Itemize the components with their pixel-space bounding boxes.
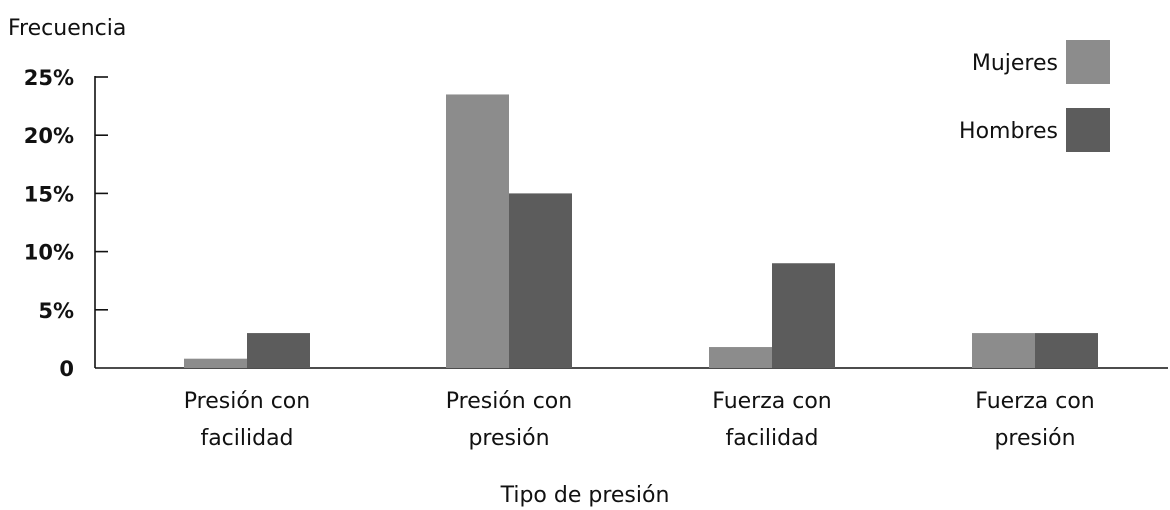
y-tick-label: 5% <box>38 299 74 323</box>
y-tick-label: 25% <box>24 66 74 90</box>
bar-mujeres-2 <box>709 347 772 368</box>
category-labels: Presión con facilidad Presión con presión Fu… <box>184 389 1095 451</box>
bar-hombres-3 <box>1035 333 1098 368</box>
category-label: Fuerza con <box>975 389 1095 414</box>
legend: Mujeres Hombres <box>959 40 1110 152</box>
y-tick-label: 0 <box>59 357 74 381</box>
bars <box>184 94 1098 369</box>
x-axis-label: Tipo de presión <box>500 483 670 508</box>
bar-hombres-1 <box>509 193 572 368</box>
legend-label-hombres: Hombres <box>959 119 1058 144</box>
legend-swatch-hombres <box>1066 108 1110 152</box>
category-label: facilidad <box>200 426 293 451</box>
category-label: Fuerza con <box>712 389 832 414</box>
bar-hombres-2 <box>772 263 835 368</box>
y-tick-label: 10% <box>24 241 74 265</box>
y-tick-label: 15% <box>24 182 74 206</box>
y-tick-label: 20% <box>24 124 74 148</box>
bar-mujeres-1 <box>446 94 509 369</box>
legend-swatch-mujeres <box>1066 40 1110 84</box>
bar-hombres-0 <box>247 333 310 368</box>
y-axis-label: Frecuencia <box>8 16 126 41</box>
category-label: presión <box>468 426 549 451</box>
legend-label-mujeres: Mujeres <box>972 51 1058 76</box>
category-label: facilidad <box>725 426 818 451</box>
bar-mujeres-3 <box>972 333 1035 368</box>
category-label: Presión con <box>184 389 310 414</box>
bar-mujeres-0 <box>184 358 247 368</box>
y-axis-ticks: 0 5% 10% 15% 20% 25% <box>24 66 108 381</box>
category-label: Presión con <box>446 389 572 414</box>
category-label: presión <box>994 426 1075 451</box>
